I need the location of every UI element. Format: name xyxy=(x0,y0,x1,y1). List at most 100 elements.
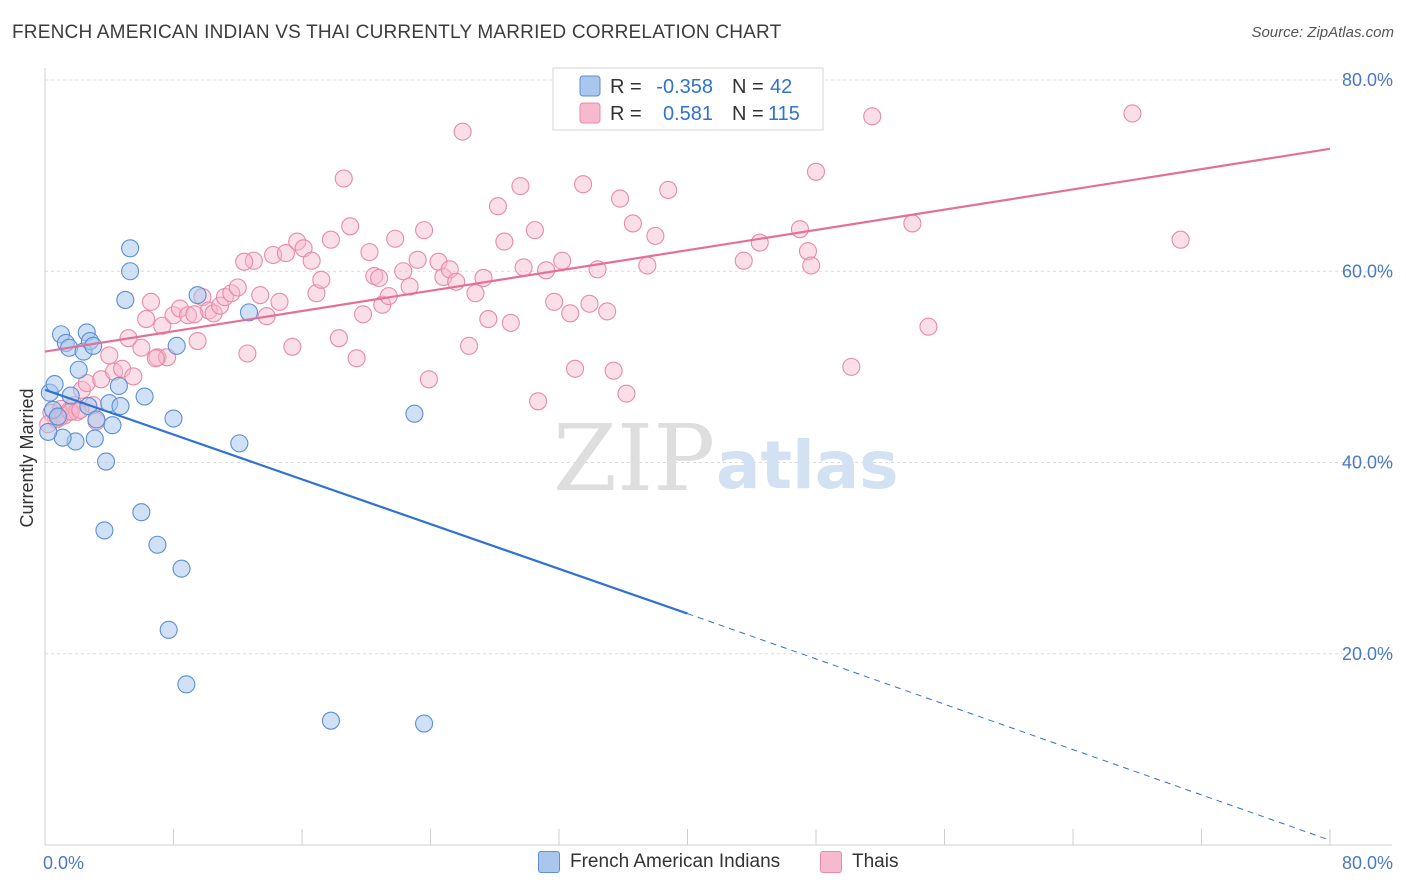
thais-point xyxy=(307,284,326,303)
thais-point xyxy=(798,242,818,261)
thais-point xyxy=(132,338,151,357)
french-american-indians-point xyxy=(87,410,106,429)
thais-point xyxy=(302,251,321,270)
french-american-indians-point xyxy=(121,262,140,281)
thais-point xyxy=(514,258,533,277)
source-label: Source: ZipAtlas.com xyxy=(1251,24,1394,41)
french-american-indians-point xyxy=(48,407,67,426)
french-american-indians-point xyxy=(96,452,116,471)
french-american-indians-point xyxy=(109,376,128,396)
thais-point xyxy=(623,214,642,233)
thais-point xyxy=(211,296,230,315)
thais-point xyxy=(806,162,826,181)
thais-point xyxy=(341,217,360,236)
thais-point xyxy=(617,384,636,403)
thais-point xyxy=(312,270,331,289)
thais-point xyxy=(415,221,434,240)
thais-point xyxy=(529,392,548,411)
french-american-indians-point xyxy=(135,387,154,406)
legend-label: Thais xyxy=(852,851,899,872)
thais-point xyxy=(604,361,623,380)
french-american-indians-point xyxy=(164,409,183,428)
thais-point xyxy=(238,344,257,363)
thais-point xyxy=(321,230,340,249)
legend-swatch-blue xyxy=(538,851,560,873)
thais-point xyxy=(903,214,922,233)
thais-point xyxy=(137,310,156,329)
thais-point xyxy=(370,268,389,287)
thais-point xyxy=(545,292,564,311)
french-american-indians-point xyxy=(188,286,207,305)
thais-point xyxy=(270,292,289,311)
legend-swatch-pink xyxy=(820,851,842,873)
french-american-indians-point xyxy=(159,620,178,639)
thais-point xyxy=(188,332,207,351)
watermark: ZIP atlas xyxy=(553,405,899,512)
french-american-indians-point xyxy=(116,290,135,309)
french-american-indians-point xyxy=(230,434,249,453)
french-american-indians-point xyxy=(167,336,186,355)
french-american-indians-point xyxy=(177,675,196,694)
y-tick-label: 20.0% xyxy=(1342,644,1393,664)
thais-point xyxy=(553,251,572,270)
thais-point xyxy=(580,294,599,313)
thais-point xyxy=(495,232,514,251)
legend-r-label: R = xyxy=(610,76,642,98)
bottom-legend-item-french-american-indians[interactable]: French American Indians xyxy=(538,851,780,873)
thais-point xyxy=(353,305,373,324)
thais-point xyxy=(360,243,379,262)
thais-point xyxy=(283,337,302,356)
thais-point xyxy=(419,370,438,389)
thais-point xyxy=(251,286,270,305)
french-american-indians-trend-extension xyxy=(687,613,1331,841)
thais-point xyxy=(153,316,172,335)
thais-point xyxy=(537,261,556,280)
thais-point xyxy=(1123,104,1142,123)
axes xyxy=(44,68,1392,846)
french-american-indians-point xyxy=(239,303,259,322)
thais-trend-line xyxy=(44,147,1331,353)
thais-point xyxy=(479,310,498,329)
thais-point xyxy=(1171,230,1190,249)
thais-point xyxy=(459,336,479,355)
thais-point xyxy=(347,349,366,368)
thais-point xyxy=(386,229,405,248)
legend-r-value: -0.358 xyxy=(656,76,713,98)
thais-point xyxy=(561,304,580,323)
watermark-zip: ZIP xyxy=(553,405,715,512)
french-american-indians-point xyxy=(95,521,114,540)
thais-points xyxy=(39,104,1190,434)
french-american-indians-points xyxy=(39,239,434,733)
french-american-indians-trend-line xyxy=(44,388,688,615)
top-legend: R = -0.358 N = 42 R = 0.581 N = 115 xyxy=(552,67,824,131)
thais-point xyxy=(178,306,198,325)
chart-title: FRENCH AMERICAN INDIAN VS THAI CURRENTLY… xyxy=(12,22,782,43)
thais-point xyxy=(244,251,263,270)
bottom-legend-item-thais[interactable]: Thais xyxy=(820,851,898,873)
thais-point xyxy=(164,306,183,325)
thais-point xyxy=(334,169,353,188)
thais-point xyxy=(228,278,247,297)
thais-point xyxy=(466,284,485,303)
thais-point xyxy=(329,329,348,348)
legend-n-label: N = xyxy=(732,76,764,98)
thais-point xyxy=(235,252,254,271)
thais-point xyxy=(453,122,472,141)
legend-n-value: 42 xyxy=(770,76,792,98)
thais-point xyxy=(276,244,295,263)
french-american-indians-point xyxy=(148,535,167,554)
french-american-indians-point xyxy=(415,714,434,733)
thais-point xyxy=(842,357,861,376)
french-american-indians-point xyxy=(85,429,104,448)
thais-point xyxy=(659,180,678,200)
legend-n-value: 115 xyxy=(768,103,800,125)
french-american-indians-point xyxy=(121,239,140,258)
trend-lines xyxy=(44,147,1331,841)
tick-labels: 20.0% 40.0% 60.0% 80.0% 0.0% 80.0% xyxy=(43,70,1393,873)
thais-point xyxy=(610,189,630,208)
legend-r-value: 0.581 xyxy=(663,103,713,125)
gridlines xyxy=(45,79,1392,655)
thais-point xyxy=(566,359,585,378)
french-american-indians-point xyxy=(39,422,58,441)
legend-swatch-blue xyxy=(579,75,601,97)
